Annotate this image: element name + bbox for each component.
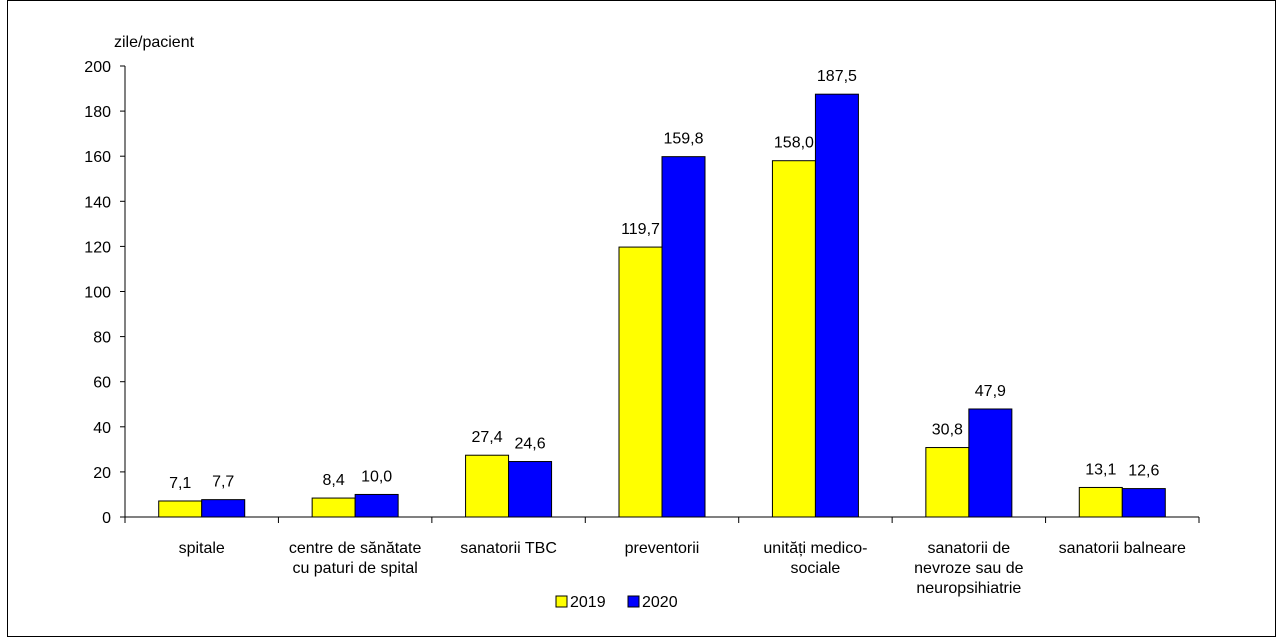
data-label-2019: 13,1 (1085, 461, 1116, 478)
data-label-2020: 24,6 (515, 436, 546, 453)
y-tick-label: 100 (84, 285, 111, 302)
data-label-2019: 158,0 (774, 135, 814, 152)
bar-2019 (771, 160, 816, 518)
category-label: spitale (179, 540, 225, 557)
bar-2020 (661, 156, 706, 518)
legend-label-2019: 2019 (570, 594, 606, 611)
y-tick-label: 80 (93, 330, 111, 347)
data-label-2019: 30,8 (932, 422, 963, 439)
y-tick-label: 60 (93, 375, 111, 392)
bar-2020 (968, 408, 1013, 518)
category-label-line: unități medico- (763, 540, 867, 557)
data-label-2020: 187,5 (817, 68, 857, 85)
data-labels: 7,1 8,4 27,4 119,7 158,0 30,8 13,1 7,7 10,0 24,6 1… (169, 68, 1159, 492)
legend-swatch-2019 (555, 595, 568, 608)
category-label: preventorii (625, 540, 700, 557)
bar-2019 (465, 454, 510, 518)
category-label-line: neuropsihiatrie (916, 580, 1021, 597)
y-tick-label: 200 (84, 59, 111, 76)
y-tick-label: 0 (102, 510, 111, 527)
category-label: sanatorii balneare (1059, 540, 1186, 557)
legend-swatch-2020 (627, 595, 640, 608)
category-label-line: nevroze sau de (914, 560, 1024, 577)
bar-2019 (1078, 486, 1123, 518)
category-label: unități medico-sociale (763, 540, 867, 577)
y-tick-label: 40 (93, 420, 111, 437)
legend-label-2020: 2020 (642, 594, 678, 611)
y-tick-label: 140 (84, 194, 111, 211)
y-tick-label: 160 (84, 149, 111, 166)
data-label-2020: 12,6 (1128, 463, 1159, 480)
bar-2020 (814, 93, 859, 518)
y-tick-label: 120 (84, 239, 111, 256)
data-label-2019: 119,7 (621, 221, 660, 238)
bars (158, 93, 1166, 518)
bar-2020 (354, 493, 399, 518)
category-label-line: spitale (179, 540, 225, 557)
y-axis-unit-label: zile/pacient (114, 34, 195, 51)
data-label-2020: 7,7 (212, 474, 234, 491)
bar-2019 (311, 497, 356, 518)
bar-2019 (618, 246, 663, 518)
data-label-2019: 7,1 (169, 475, 191, 492)
data-label-2020: 47,9 (975, 383, 1006, 400)
bar-2019 (925, 447, 970, 518)
bar-2020 (201, 499, 246, 518)
category-label-line: sanatorii balneare (1059, 540, 1186, 557)
category-label-line: sanatorii TBC (460, 540, 557, 557)
y-tick-label: 180 (84, 104, 111, 121)
legend: 2019 2020 (555, 594, 678, 611)
category-label: sanatorii TBC (460, 540, 557, 557)
x-axis: spitale centre de sănătate cu paturi de sp… (124, 516, 1200, 597)
bar-2020 (508, 461, 553, 518)
category-label: centre de sănătate cu paturi de spital (289, 540, 422, 577)
category-label-line: centre de sănătate (289, 540, 422, 557)
category-label-line: sanatorii de (927, 540, 1010, 557)
category-label-line: sociale (791, 560, 841, 577)
category-label-line: cu paturi de spital (292, 560, 417, 577)
data-label-2019: 27,4 (472, 429, 503, 446)
data-label-2020: 10,0 (361, 468, 392, 485)
bar-2019 (158, 500, 203, 518)
data-label-2019: 8,4 (323, 472, 345, 489)
bar-2020 (1121, 488, 1166, 518)
category-label: sanatorii de nevroze sau de neuropsihiatri… (914, 540, 1024, 597)
category-label-line: preventorii (625, 540, 700, 557)
y-axis: 0 20 40 60 80 100 120 140 160 180 200 (84, 59, 126, 527)
data-label-2020: 159,8 (663, 131, 703, 148)
y-tick-label: 20 (93, 465, 111, 482)
